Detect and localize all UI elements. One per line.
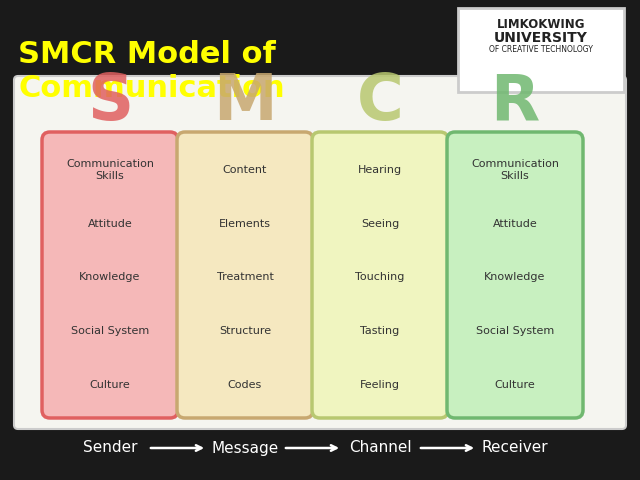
Text: UNIVERSITY: UNIVERSITY xyxy=(494,31,588,45)
Text: Sender: Sender xyxy=(83,441,137,456)
Text: Structure: Structure xyxy=(219,326,271,336)
Text: Communication
Skills: Communication Skills xyxy=(471,159,559,181)
Text: C: C xyxy=(356,71,403,133)
Text: Codes: Codes xyxy=(228,380,262,390)
Text: Social System: Social System xyxy=(71,326,149,336)
Text: Communication
Skills: Communication Skills xyxy=(66,159,154,181)
FancyBboxPatch shape xyxy=(312,132,448,418)
Text: Social System: Social System xyxy=(476,326,554,336)
Text: Culture: Culture xyxy=(90,380,131,390)
Text: Knowledge: Knowledge xyxy=(484,273,546,283)
Text: Receiver: Receiver xyxy=(482,441,548,456)
Text: M: M xyxy=(213,71,277,133)
Text: R: R xyxy=(490,71,540,133)
FancyBboxPatch shape xyxy=(14,76,626,429)
Text: Attitude: Attitude xyxy=(493,219,538,229)
Text: Message: Message xyxy=(211,441,278,456)
Text: LIMKOKWING: LIMKOKWING xyxy=(497,18,585,31)
Text: Tasting: Tasting xyxy=(360,326,399,336)
Text: Hearing: Hearing xyxy=(358,165,402,175)
Text: Feeling: Feeling xyxy=(360,380,400,390)
Text: Culture: Culture xyxy=(495,380,536,390)
Text: Touching: Touching xyxy=(355,273,404,283)
Text: Knowledge: Knowledge xyxy=(79,273,141,283)
FancyBboxPatch shape xyxy=(447,132,583,418)
Text: SMCR Model of 
Communication: SMCR Model of Communication xyxy=(18,40,286,103)
FancyBboxPatch shape xyxy=(42,132,178,418)
FancyBboxPatch shape xyxy=(177,132,313,418)
Text: Attitude: Attitude xyxy=(88,219,132,229)
Text: OF CREATIVE TECHNOLOGY: OF CREATIVE TECHNOLOGY xyxy=(489,45,593,54)
FancyBboxPatch shape xyxy=(458,8,624,92)
Text: S: S xyxy=(87,71,133,133)
Text: Elements: Elements xyxy=(219,219,271,229)
Text: Treatment: Treatment xyxy=(216,273,273,283)
Text: Channel: Channel xyxy=(349,441,412,456)
Text: Content: Content xyxy=(223,165,267,175)
Text: Seeing: Seeing xyxy=(361,219,399,229)
